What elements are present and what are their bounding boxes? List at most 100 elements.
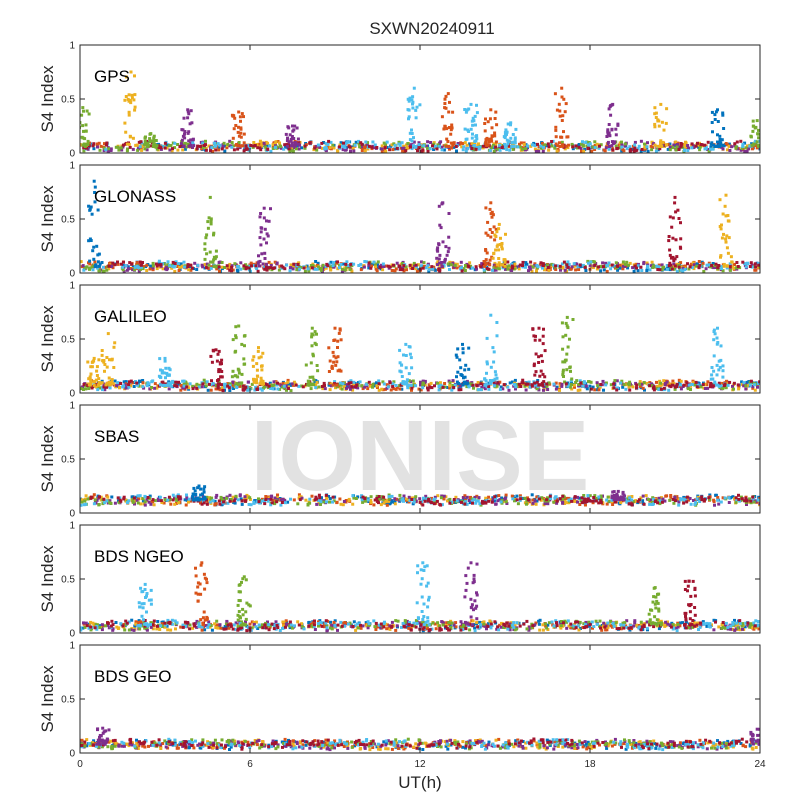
- data-point: [280, 501, 284, 504]
- data-point: [555, 264, 559, 268]
- data-point: [247, 266, 251, 270]
- data-point: [169, 502, 173, 506]
- data-point: [336, 267, 340, 271]
- data-point: [569, 497, 573, 501]
- data-point: [583, 500, 587, 504]
- data-point: [497, 227, 501, 231]
- data-point: [421, 503, 425, 507]
- y-tick-label: 0: [69, 149, 75, 160]
- data-point: [683, 264, 687, 268]
- data-point: [131, 500, 135, 504]
- data-point: [339, 502, 343, 506]
- data-point: [524, 382, 528, 386]
- data-point: [310, 335, 314, 339]
- data-point: [269, 266, 273, 270]
- data-point: [725, 234, 729, 238]
- data-point: [744, 146, 748, 150]
- data-point: [186, 131, 190, 135]
- data-point: [411, 496, 415, 500]
- data-point: [206, 500, 210, 504]
- data-point: [569, 369, 572, 373]
- data-point: [144, 142, 148, 146]
- data-point: [503, 145, 507, 148]
- data-point: [450, 388, 454, 392]
- data-point: [519, 141, 523, 145]
- data-point: [443, 257, 447, 261]
- data-point: [712, 330, 716, 333]
- data-point: [440, 115, 444, 119]
- data-point: [498, 148, 502, 152]
- data-point: [159, 368, 162, 372]
- data-point-peak: [716, 326, 719, 330]
- data-point: [398, 387, 402, 391]
- data-point: [725, 264, 729, 268]
- data-point: [486, 120, 490, 124]
- data-point: [390, 494, 394, 498]
- data-point: [272, 498, 276, 502]
- data-point: [667, 235, 671, 238]
- data-point: [115, 384, 119, 388]
- data-point: [692, 263, 696, 267]
- data-point: [604, 146, 608, 150]
- data-point: [666, 143, 670, 146]
- data-point: [485, 336, 489, 340]
- data-point: [327, 370, 331, 373]
- data-point: [719, 384, 723, 388]
- data-point: [167, 495, 171, 499]
- data-point: [447, 126, 451, 129]
- data-point: [300, 146, 304, 150]
- y-tick-label: 1: [69, 161, 75, 172]
- data-point: [656, 268, 660, 271]
- data-point: [438, 381, 442, 385]
- data-point-peak: [186, 108, 190, 112]
- data-point: [207, 144, 211, 148]
- data-point: [189, 109, 193, 113]
- data-point: [504, 232, 507, 236]
- data-point: [101, 502, 105, 506]
- data-point: [100, 349, 104, 352]
- data-point: [712, 369, 716, 373]
- data-point: [467, 385, 471, 389]
- data-point: [402, 499, 405, 503]
- data-point: [503, 258, 507, 262]
- data-point: [342, 500, 346, 503]
- data-point: [532, 334, 536, 338]
- data-point: [419, 264, 423, 268]
- data-point: [641, 494, 645, 498]
- data-point: [247, 148, 251, 152]
- data-point: [417, 268, 420, 272]
- data-point: [653, 122, 657, 126]
- data-point: [672, 259, 676, 262]
- data-point: [489, 498, 493, 502]
- data-point: [351, 388, 355, 392]
- data-point: [604, 381, 608, 385]
- data-point: [151, 379, 155, 383]
- data-point: [98, 148, 102, 152]
- data-point-peak: [724, 193, 728, 197]
- data-point: [484, 248, 488, 251]
- data-point: [599, 143, 603, 147]
- data-point: [616, 123, 620, 127]
- data-point: [186, 116, 190, 120]
- data-point: [668, 142, 672, 146]
- data-point: [721, 111, 725, 115]
- data-point: [473, 495, 477, 499]
- data-point: [135, 261, 139, 265]
- data-point: [468, 261, 472, 265]
- data-point: [411, 502, 415, 506]
- data-point: [265, 232, 269, 236]
- data-point: [530, 493, 534, 497]
- data-point: [692, 145, 696, 149]
- data-point: [696, 383, 700, 387]
- data-point: [646, 498, 650, 501]
- data-point: [588, 142, 592, 146]
- data-point: [204, 146, 208, 150]
- data-point: [260, 499, 264, 503]
- data-point: [425, 497, 429, 501]
- data-point: [307, 269, 311, 273]
- data-point: [335, 383, 339, 387]
- data-point: [177, 501, 181, 505]
- data-point: [755, 146, 759, 150]
- data-point: [314, 379, 318, 383]
- data-point: [242, 334, 246, 338]
